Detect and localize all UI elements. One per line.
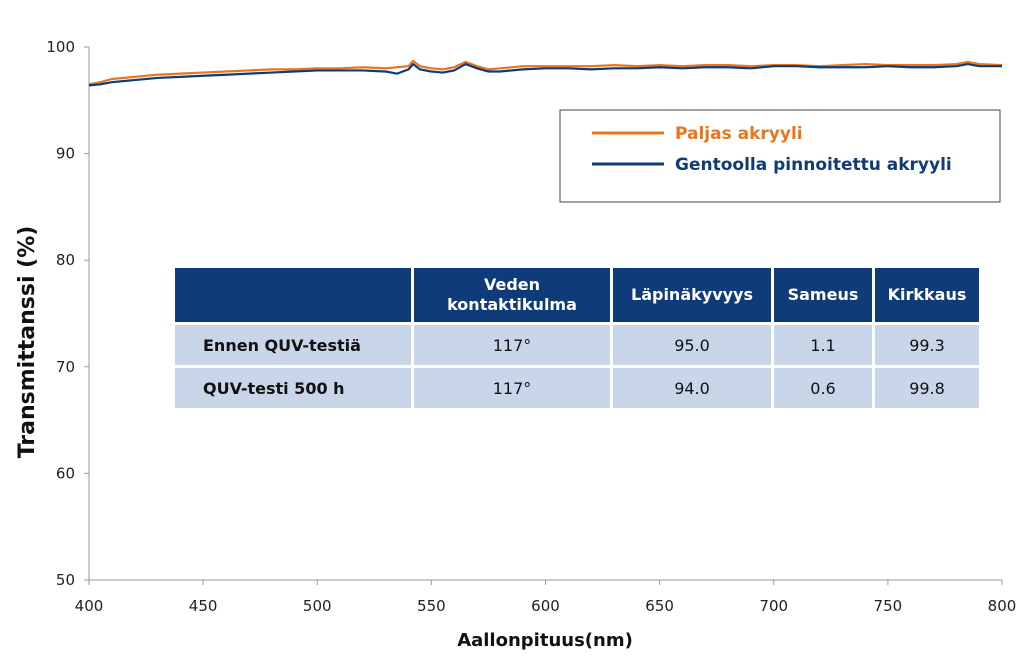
cell-contact-angle: 117° bbox=[414, 368, 610, 408]
y-tick-label: 70 bbox=[56, 358, 75, 376]
cell-contact-angle: 117° bbox=[414, 325, 610, 365]
cell-clarity: 99.8 bbox=[875, 368, 979, 408]
row-label: QUV-testi 500 h bbox=[175, 368, 411, 408]
legend-label-gentoo: Gentoolla pinnoitettu akryyli bbox=[675, 155, 952, 175]
x-tick-label: 750 bbox=[874, 597, 903, 615]
header-cell-clarity: Kirkkaus bbox=[875, 268, 979, 322]
x-tick-label: 550 bbox=[417, 597, 446, 615]
x-tick-label: 450 bbox=[189, 597, 218, 615]
cell-haze: 1.1 bbox=[774, 325, 872, 365]
header-cell-transparency: Läpinäkyvyys bbox=[613, 268, 771, 322]
series-line-1 bbox=[88, 62, 1002, 87]
cell-clarity: 99.3 bbox=[875, 325, 979, 365]
y-tick-label: 80 bbox=[56, 251, 75, 269]
header-contact-angle-line-1: Veden bbox=[483, 275, 541, 294]
header-cell-contact-angle: Veden kontaktikulma bbox=[414, 268, 610, 322]
row-label: Ennen QUV-testiä bbox=[175, 325, 411, 365]
x-tick-label: 650 bbox=[645, 597, 674, 615]
table-row: Ennen QUV-testiä 117° 95.0 1.1 99.3 bbox=[175, 325, 979, 365]
cell-haze: 0.6 bbox=[774, 368, 872, 408]
legend-label-paljas: Paljas akryyli bbox=[675, 124, 803, 144]
x-tick-label: 500 bbox=[303, 597, 332, 615]
y-tick-label: 90 bbox=[56, 145, 75, 163]
cell-transparency: 94.0 bbox=[613, 368, 771, 408]
y-tick-label: 50 bbox=[56, 571, 75, 589]
table-row: QUV-testi 500 h 117° 94.0 0.6 99.8 bbox=[175, 368, 979, 408]
y-tick-label: 60 bbox=[56, 464, 75, 482]
x-axis-title: Aallonpituus(nm) bbox=[457, 630, 633, 651]
y-ticks: 50 60 70 80 90 100 bbox=[46, 38, 89, 589]
legend: Paljas akryyli Gentoolla pinnoitettu akr… bbox=[559, 109, 1001, 203]
header-cell-empty bbox=[175, 268, 411, 322]
x-tick-label: 700 bbox=[759, 597, 788, 615]
y-tick-label: 100 bbox=[46, 38, 75, 56]
cell-transparency: 95.0 bbox=[613, 325, 771, 365]
series-layer bbox=[88, 59, 1003, 87]
legend-box bbox=[559, 109, 1001, 203]
x-tick-label: 600 bbox=[531, 597, 560, 615]
header-contact-angle-line-2: kontaktikulma bbox=[447, 295, 577, 314]
series-line-0 bbox=[88, 59, 1003, 86]
y-axis-title: Transmittanssi (%) bbox=[15, 226, 40, 459]
header-cell-haze: Sameus bbox=[774, 268, 872, 322]
x-ticks: 400 450 500 550 600 650 700 750 800 bbox=[75, 580, 1017, 615]
x-tick-label: 800 bbox=[988, 597, 1017, 615]
table-header-row: Veden kontaktikulma Läpinäkyvyys Sameus … bbox=[175, 268, 979, 322]
data-table: Veden kontaktikulma Läpinäkyvyys Sameus … bbox=[172, 265, 982, 411]
x-tick-label: 400 bbox=[75, 597, 104, 615]
